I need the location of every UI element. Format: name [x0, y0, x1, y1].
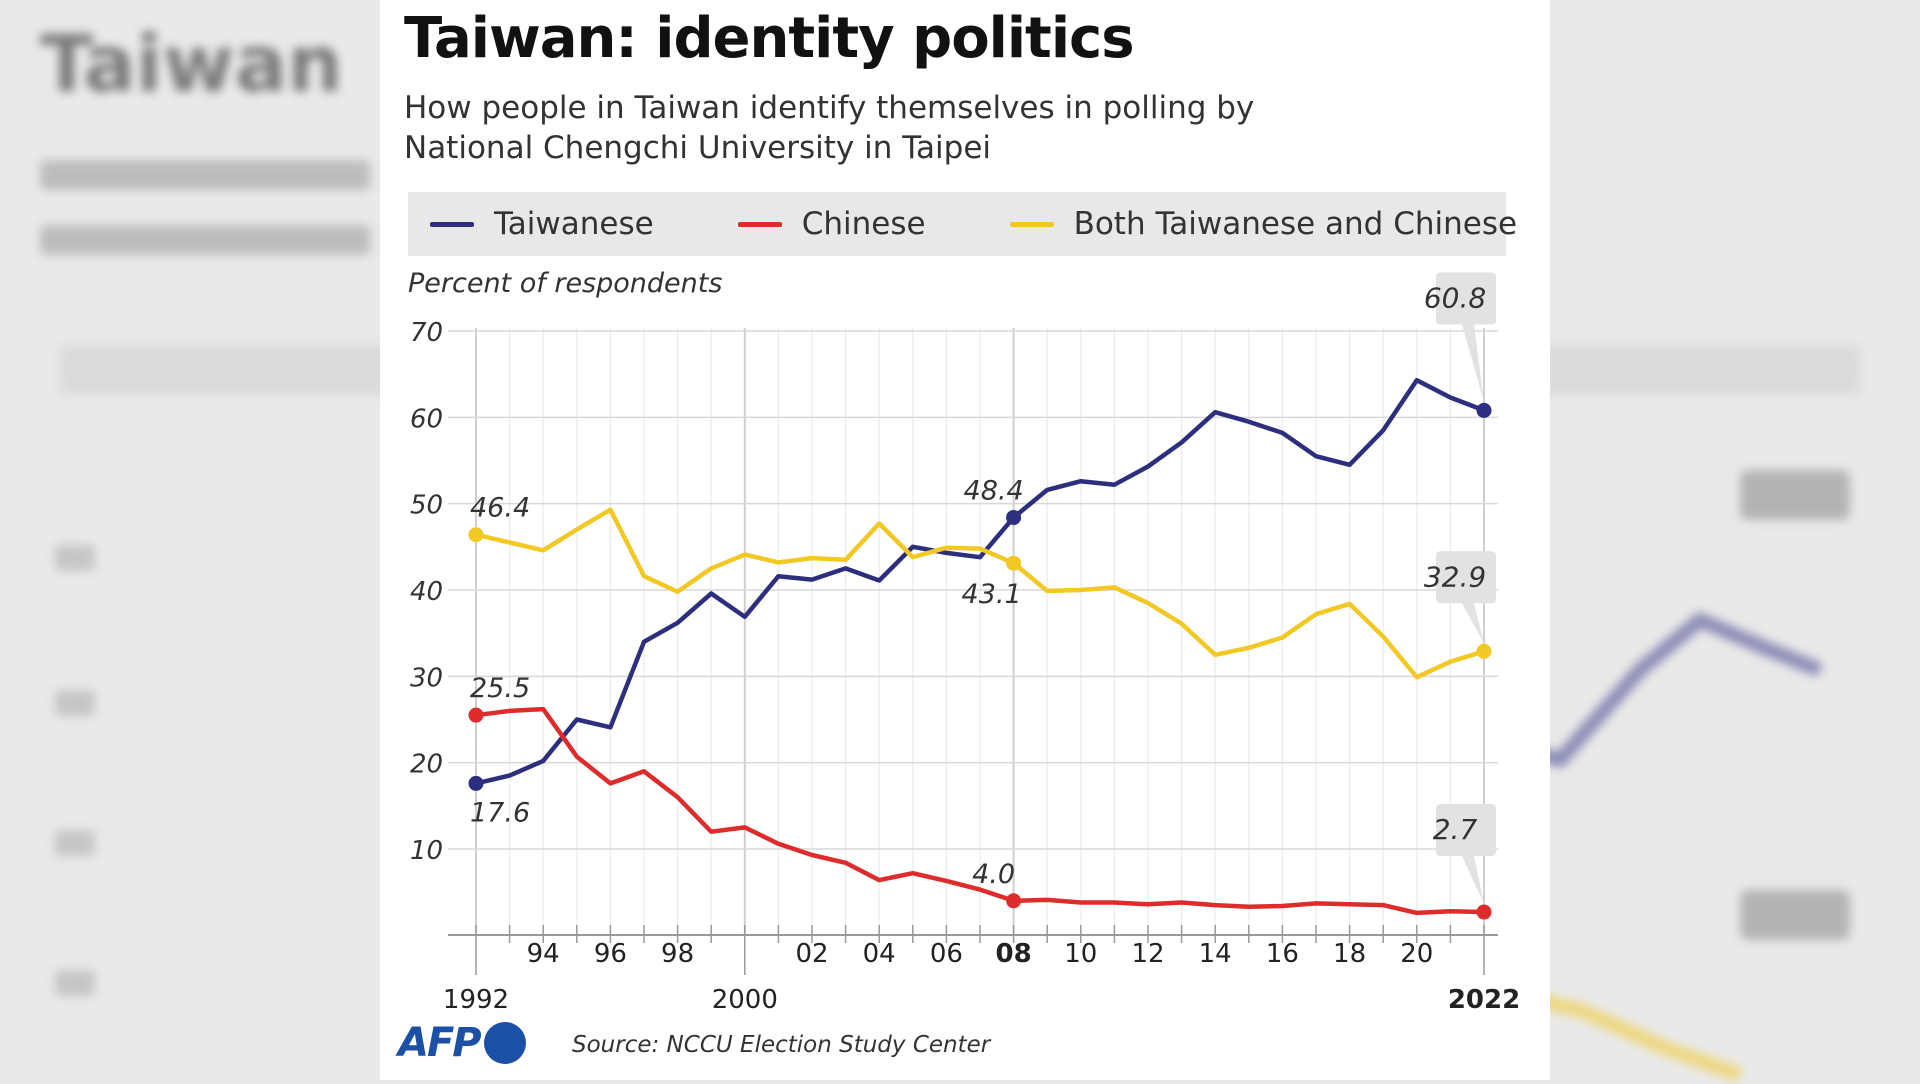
y-tick-label: 70 [410, 318, 443, 348]
data-label-both: 46.4 [470, 493, 530, 524]
x-tick-label: 08 [996, 939, 1032, 969]
data-point-marker-taiwanese [1476, 402, 1492, 418]
y-tick-label: 30 [410, 663, 443, 693]
callout-value-taiwanese: 60.8 [1424, 281, 1486, 314]
line-chart: 10 20 30 40 50 60 70 1992 94 96 98 2000 02 04 06 08 10 12… [410, 272, 1520, 1015]
y-tick-label: 40 [410, 577, 443, 607]
data-label-chinese: 25.5 [470, 673, 530, 704]
series-line-taiwanese [473, 377, 1487, 786]
callout-value-both: 32.9 [1424, 560, 1486, 593]
backdrop-lines [1488, 611, 1823, 1082]
data-point-marker-chinese [1006, 893, 1022, 909]
data-point-marker-chinese [468, 707, 484, 723]
backdrop-line [40, 225, 370, 255]
data-label-chinese: 4.0 [972, 859, 1015, 890]
backdrop-line [40, 160, 370, 190]
data-label-both: 43.1 [962, 579, 1022, 610]
callout-box-chinese [1418, 804, 1496, 905]
backdrop-callout [1740, 890, 1850, 940]
y-tick-label: 60 [410, 404, 443, 434]
x-tick-label: 98 [661, 939, 694, 969]
data-point-marker-both [468, 527, 484, 543]
backdrop-legend [1490, 345, 1860, 395]
x-tick-label: 1992 [443, 985, 509, 1015]
legend: Taiwanese Chinese Both Taiwanese and Chi… [408, 192, 1517, 256]
data-label-taiwanese: 48.4 [964, 475, 1024, 506]
backdrop-tick [55, 545, 95, 571]
x-tick-label: 02 [795, 939, 828, 969]
chart-card: Taiwan: identity politics How people in … [380, 0, 1550, 1080]
legend-swatch-both [1009, 221, 1054, 227]
afp-logo: AFP [398, 1020, 526, 1066]
chart-title: Taiwan: identity politics [404, 6, 1135, 71]
x-tick-label: 2000 [712, 985, 778, 1015]
callout-value-chinese: 2.7 [1433, 813, 1478, 846]
afp-logo-dot [483, 1022, 526, 1064]
x-tick-label: 06 [930, 939, 963, 969]
data-label-taiwanese: 17.6 [470, 797, 530, 828]
source-note: Source: NCCU Election Study Center [572, 1032, 991, 1058]
legend-item-chinese: Chinese [737, 206, 926, 242]
x-tick-label: 94 [527, 939, 560, 969]
legend-item-taiwanese: Taiwanese [430, 206, 654, 242]
chart-subtitle: How people in Taiwan identify themselves… [404, 90, 1255, 166]
legend-label-both: Both Taiwanese and Chinese [1073, 206, 1518, 242]
legend-label-chinese: Chinese [801, 206, 926, 242]
x-tick-label: 96 [594, 939, 627, 969]
blurred-backdrop-right [1488, 0, 1920, 1082]
data-point-marker-both [1006, 555, 1022, 571]
data-point-marker-both [1476, 643, 1492, 659]
x-tick-label: 10 [1064, 939, 1097, 969]
legend-item-both: Both Taiwanese and Chinese [1009, 206, 1518, 242]
legend-label-taiwanese: Taiwanese [494, 206, 654, 242]
callout-box-both [1418, 551, 1496, 644]
backdrop-callout [1740, 470, 1850, 520]
backdrop-tick [55, 970, 95, 996]
blurred-backdrop-left: Taiwan [0, 0, 420, 1080]
callout-box-taiwanese [1418, 272, 1496, 403]
backdrop-tick [55, 690, 95, 716]
y-axis-unit-label: Percent of respondents [408, 268, 723, 299]
x-tick-label: 04 [863, 939, 896, 969]
legend-swatch-taiwanese [430, 221, 474, 227]
afp-logo-text: AFP [398, 1020, 482, 1066]
y-tick-label: 50 [410, 491, 443, 521]
y-tick-label: 10 [410, 836, 443, 866]
x-tick-label: 16 [1266, 939, 1299, 969]
x-tick-label: 18 [1333, 939, 1366, 969]
x-tick-label: 2022 [1448, 985, 1520, 1015]
data-point-marker-taiwanese [468, 775, 484, 791]
x-tick-label: 14 [1199, 939, 1232, 969]
backdrop-tick [55, 830, 95, 856]
legend-swatch-chinese [737, 221, 782, 227]
series-line-chinese [473, 706, 1487, 916]
series-line-both [473, 507, 1487, 680]
data-point-marker-taiwanese [1006, 509, 1022, 525]
x-tick-label: 20 [1400, 939, 1433, 969]
data-point-marker-chinese [1476, 904, 1492, 920]
backdrop-title-fragment: Taiwan [40, 20, 343, 110]
x-tick-label: 12 [1131, 939, 1164, 969]
backdrop-legend [60, 345, 420, 395]
y-tick-label: 20 [410, 750, 443, 780]
